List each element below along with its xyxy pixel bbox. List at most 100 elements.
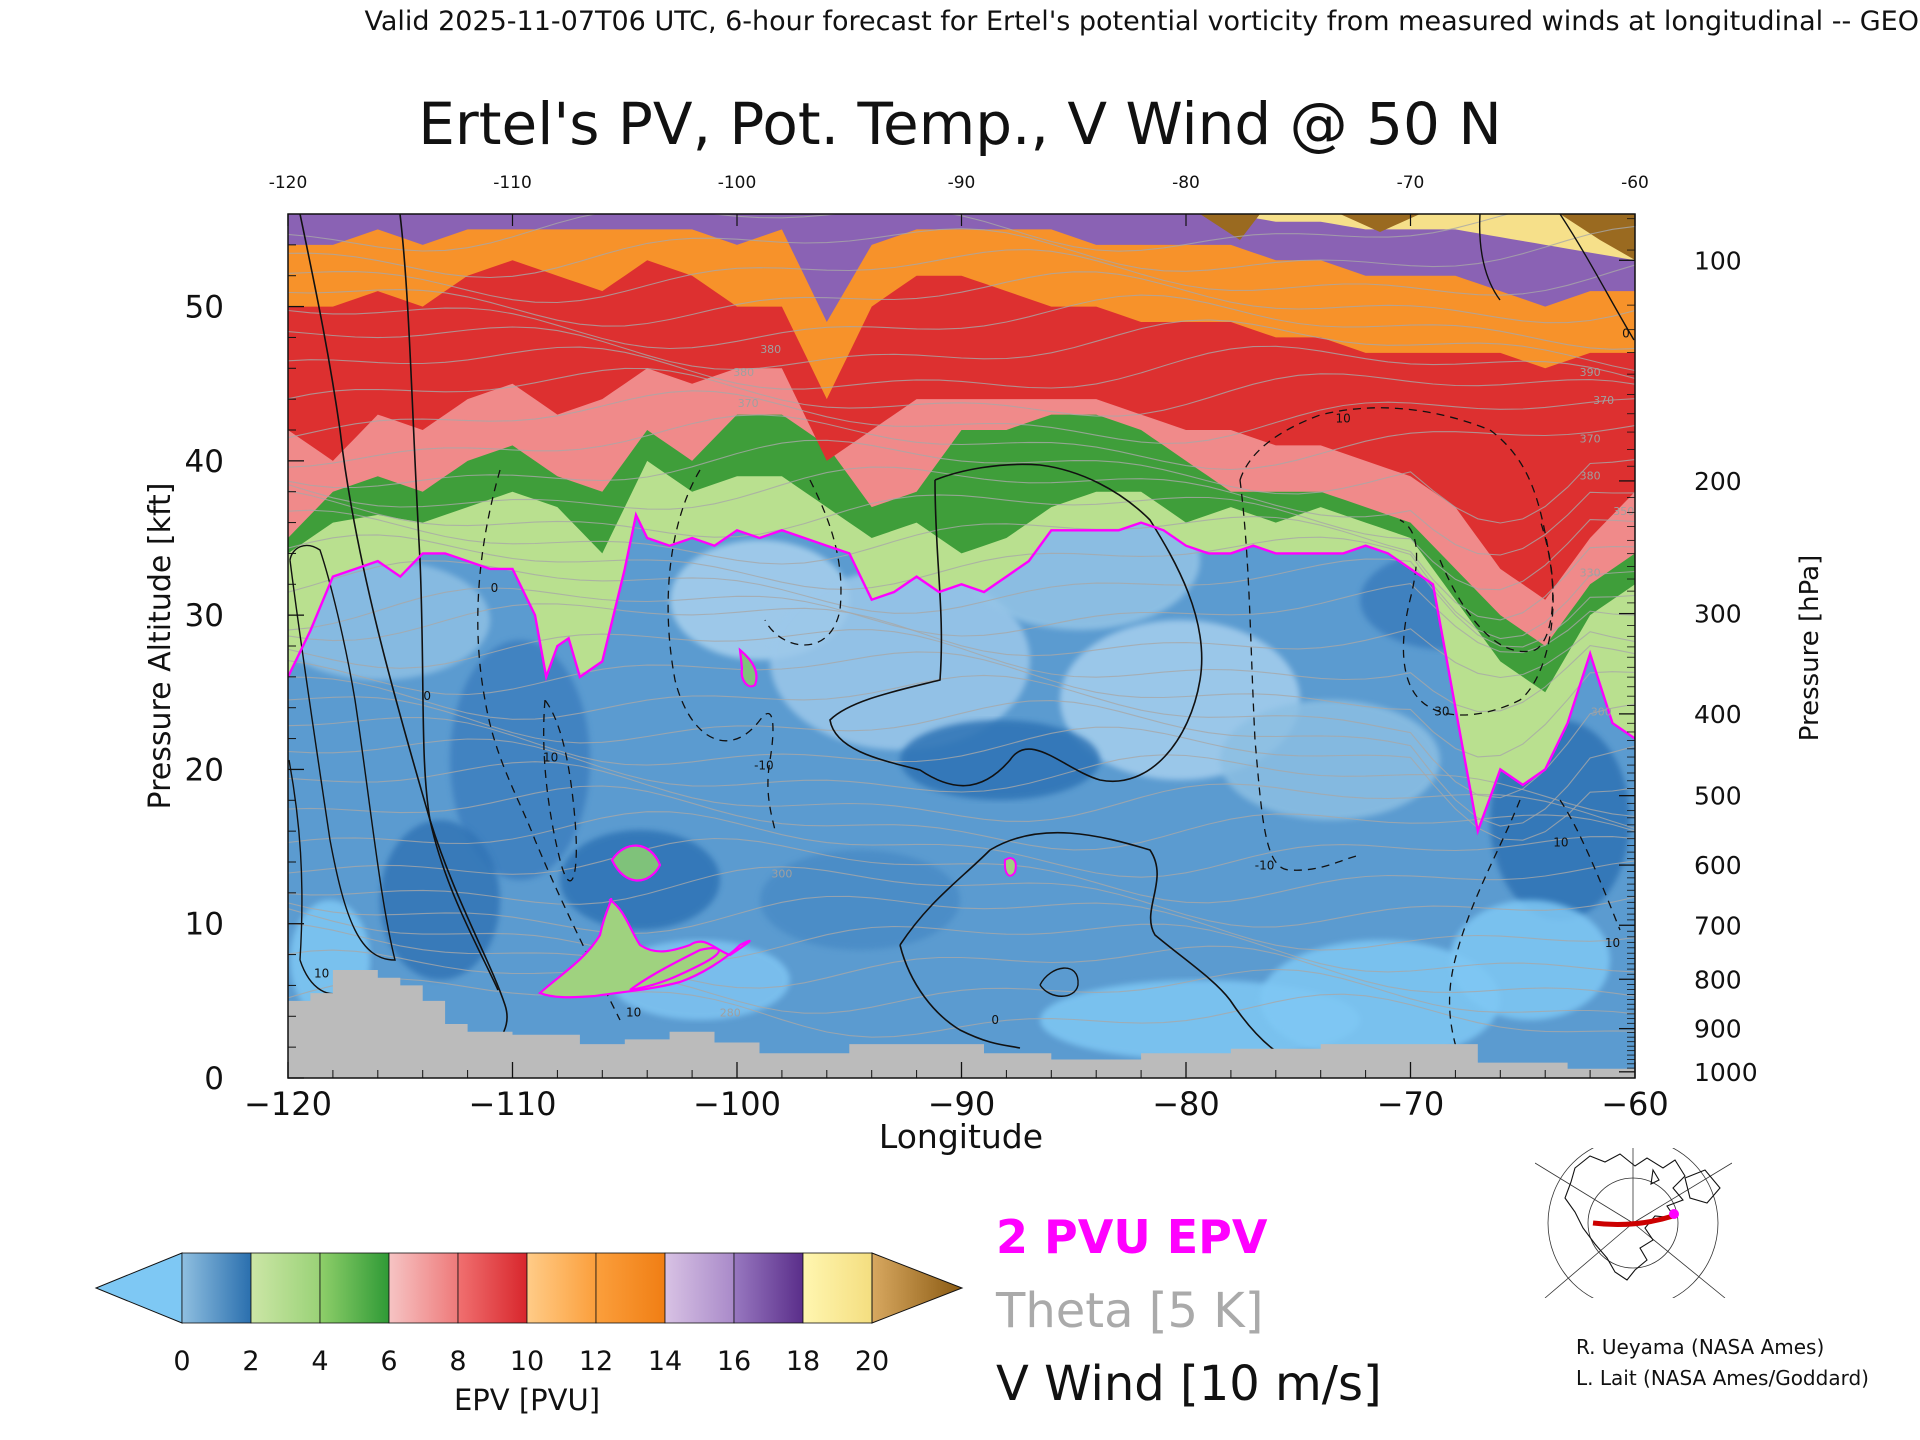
pv2-islands bbox=[537, 647, 1017, 999]
chart-title: Ertel's PV, Pot. Temp., V Wind @ 50 N bbox=[418, 90, 1501, 158]
legend-theta: Theta [5 K] bbox=[995, 1283, 1264, 1339]
pressure-tick-label-2: 300 bbox=[1694, 600, 1742, 629]
theta-contour-2 bbox=[288, 922, 1635, 997]
theta-contours bbox=[288, 214, 1635, 1038]
theta-contour-8 bbox=[288, 785, 1635, 851]
colorbar-tick-label-0: 0 bbox=[173, 1346, 190, 1377]
tropo-patch-17 bbox=[1450, 900, 1610, 1020]
theta-contour-28 bbox=[288, 319, 1635, 372]
colorbar-tick-label-1: 2 bbox=[242, 1346, 259, 1377]
wind-contour-label-12: 0 bbox=[1622, 326, 1630, 340]
wind-contour-label-5: 0 bbox=[991, 1013, 999, 1027]
wind-contours bbox=[288, 214, 1635, 1061]
theta-contour-32 bbox=[288, 225, 1635, 279]
pv2-island-b bbox=[738, 647, 758, 688]
theta-label-5: 370 bbox=[1580, 432, 1601, 445]
x-axis: −120 −110 −100 −90 −80 −70 −60 bbox=[244, 1062, 1669, 1123]
x-tick-label-1: −110 bbox=[469, 1085, 557, 1123]
x-top-tick-label-3: -90 bbox=[948, 173, 976, 193]
colorbar: 0 2 4 6 8 10 12 14 16 18 20 bbox=[94, 1252, 964, 1377]
wind-contour-label-9: 10 bbox=[1336, 411, 1351, 425]
wind-contour-dashed-se bbox=[1448, 799, 1621, 1061]
wind-contour-dashed-c bbox=[667, 469, 776, 831]
y-tick-label-2: 20 bbox=[185, 752, 224, 788]
pv-band-14-18 bbox=[288, 214, 1635, 322]
x-top-tick-label-2: -100 bbox=[718, 173, 757, 193]
colorbar-segment-6 bbox=[595, 1252, 666, 1324]
inset-map-marker bbox=[1669, 1209, 1679, 1219]
x-top-tick-label-6: -60 bbox=[1621, 173, 1649, 193]
legend-wind: V Wind [10 m/s] bbox=[996, 1356, 1382, 1412]
inset-map-latcircle-2 bbox=[1547, 1148, 1719, 1298]
x-tick-label-3: −90 bbox=[928, 1085, 996, 1123]
colorbar-tick-label-6: 12 bbox=[579, 1346, 613, 1377]
theta-label-9: 300 bbox=[1591, 705, 1612, 718]
tropo-patch-13 bbox=[380, 820, 500, 980]
terrain-mask bbox=[288, 970, 1635, 1078]
y-axis-pressure: 100 200 300 400 500 600 700 800 900 1000 bbox=[1619, 218, 1758, 1087]
y-axis-label-left: Pressure Altitude [kft] bbox=[143, 483, 178, 810]
pressure-tick-label-6: 700 bbox=[1694, 911, 1742, 940]
wind-contour-label-2: 10 bbox=[543, 751, 558, 765]
credit-line-1: R. Ueyama (NASA Ames) bbox=[1576, 1335, 1824, 1359]
theta-contour-25 bbox=[288, 390, 1635, 445]
colorbar-label: EPV [PVU] bbox=[454, 1383, 600, 1417]
theta-label-10: 300 bbox=[771, 867, 792, 880]
theta-contour-15 bbox=[288, 629, 1635, 713]
colorbar-segment-4 bbox=[457, 1252, 528, 1324]
theta-contour-20 bbox=[288, 509, 1635, 621]
inset-map-meridian-4 bbox=[1544, 1222, 1634, 1298]
y-tick-label-1: 10 bbox=[185, 907, 224, 943]
wind-contour-zero-center bbox=[829, 463, 1203, 787]
x-axis-label: Longitude bbox=[879, 1117, 1043, 1156]
tropo-patch-7 bbox=[1220, 700, 1440, 820]
theta-contour-24 bbox=[288, 414, 1635, 471]
colorbar-segment-1 bbox=[250, 1252, 321, 1324]
x-top-tick-label-5: -70 bbox=[1397, 173, 1425, 193]
theta-contour-5 bbox=[288, 866, 1635, 928]
pressure-tick-label-9: 1000 bbox=[1694, 1058, 1758, 1087]
wind-contour-ne bbox=[1478, 214, 1635, 341]
colorbar-segment-7 bbox=[664, 1252, 735, 1324]
inset-map-meridian-3 bbox=[1632, 1162, 1732, 1224]
y-axis-kft: 0 10 20 30 40 50 bbox=[185, 244, 304, 1097]
colorbar-tick-label-4: 8 bbox=[449, 1346, 466, 1377]
colorbar-segment-5 bbox=[526, 1252, 597, 1324]
legend-pv2: 2 PVU EPV bbox=[996, 1210, 1268, 1264]
wind-contour-dashed-east bbox=[1239, 479, 1361, 871]
theta-contour-30 bbox=[288, 271, 1635, 327]
wind-contour-dashed-jet bbox=[1439, 519, 1554, 653]
theta-contour-11 bbox=[288, 716, 1635, 841]
pv2-island-c bbox=[537, 897, 751, 999]
inset-map-meridian-1 bbox=[1535, 1162, 1634, 1224]
theta-contour-10 bbox=[288, 738, 1635, 818]
tropo-patch-12 bbox=[1260, 940, 1500, 1060]
x-top-tick-label-4: -80 bbox=[1172, 173, 1200, 193]
theta-label-2: 370 bbox=[738, 397, 759, 410]
wind-contour-label-8: 10 bbox=[1605, 936, 1620, 950]
x-tick-label-5: −70 bbox=[1377, 1085, 1445, 1123]
y-axis-label-right: Pressure [hPa] bbox=[1795, 555, 1825, 742]
colorbar-segment-0 bbox=[181, 1252, 252, 1324]
colorbar-segment-9 bbox=[802, 1252, 873, 1324]
wind-contour-label-11: 10 bbox=[314, 967, 329, 981]
y-tick-label-3: 30 bbox=[185, 598, 224, 634]
wind-contour-label-7: 10 bbox=[1553, 836, 1568, 850]
theta-label-3: 390 bbox=[1580, 366, 1601, 379]
wind-contour-label-10: 30 bbox=[1434, 704, 1449, 718]
theta-label-4: 370 bbox=[1593, 394, 1614, 407]
pressure-tick-label-3: 400 bbox=[1694, 700, 1742, 729]
pressure-tick-label-5: 600 bbox=[1694, 851, 1742, 880]
inset-map-meridian-5 bbox=[1632, 1222, 1726, 1298]
x-tick-label-4: −80 bbox=[1152, 1085, 1220, 1123]
x-tick-label-0: −120 bbox=[244, 1085, 332, 1123]
wind-contour-label-6: -10 bbox=[1255, 859, 1275, 873]
pv2-island-e bbox=[1003, 857, 1017, 877]
y-tick-label-0: 0 bbox=[204, 1061, 224, 1097]
plot-area: 0 0 10 -10 10 0 -10 10 10 10 30 10 0 380 380 370 390 370… bbox=[288, 214, 1635, 1078]
theta-contour-29 bbox=[288, 294, 1635, 350]
theta-contour-26 bbox=[288, 367, 1635, 417]
y-tick-label-4: 40 bbox=[185, 444, 224, 480]
pv2-island-d bbox=[629, 947, 721, 992]
wind-contour-dashed-a bbox=[477, 469, 621, 1021]
